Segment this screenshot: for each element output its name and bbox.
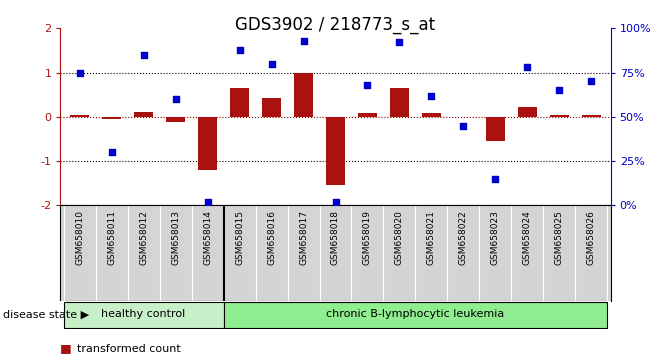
Bar: [223, 302, 607, 328]
Bar: [64, 302, 223, 328]
Point: [74, 70, 85, 75]
Point: [522, 64, 533, 70]
Text: GSM658022: GSM658022: [459, 210, 468, 265]
Point: [106, 149, 117, 155]
Bar: [70, 115, 89, 117]
Bar: [582, 115, 601, 117]
Text: disease state ▶: disease state ▶: [3, 309, 89, 320]
Bar: [422, 113, 441, 117]
Text: GSM658015: GSM658015: [235, 210, 244, 265]
Point: [330, 199, 341, 205]
Text: GSM658010: GSM658010: [75, 210, 84, 265]
Bar: [358, 113, 377, 117]
Point: [586, 79, 597, 84]
Text: GDS3902 / 218773_s_at: GDS3902 / 218773_s_at: [236, 16, 435, 34]
Point: [490, 176, 501, 182]
Point: [138, 52, 149, 58]
Bar: [262, 98, 281, 117]
Bar: [134, 113, 153, 117]
Text: GSM658012: GSM658012: [139, 210, 148, 265]
Point: [202, 199, 213, 205]
Text: transformed count: transformed count: [77, 344, 181, 354]
Bar: [230, 88, 249, 117]
Text: GSM658013: GSM658013: [171, 210, 180, 265]
Bar: [550, 115, 569, 117]
Bar: [518, 107, 537, 117]
Bar: [486, 117, 505, 141]
Point: [458, 123, 469, 129]
Text: GSM658021: GSM658021: [427, 210, 436, 265]
Bar: [102, 117, 121, 119]
Bar: [166, 117, 185, 122]
Text: GSM658018: GSM658018: [331, 210, 340, 265]
Text: GSM658014: GSM658014: [203, 210, 212, 265]
Text: GSM658019: GSM658019: [363, 210, 372, 265]
Bar: [198, 117, 217, 170]
Text: GSM658011: GSM658011: [107, 210, 116, 265]
Text: GSM658020: GSM658020: [395, 210, 404, 265]
Bar: [326, 117, 345, 185]
Point: [394, 40, 405, 45]
Text: GSM658016: GSM658016: [267, 210, 276, 265]
Text: chronic B-lymphocytic leukemia: chronic B-lymphocytic leukemia: [326, 309, 505, 320]
Point: [298, 38, 309, 44]
Bar: [294, 74, 313, 117]
Point: [554, 87, 565, 93]
Point: [266, 61, 277, 67]
Point: [362, 82, 373, 88]
Text: GSM658024: GSM658024: [523, 210, 532, 265]
Bar: [390, 88, 409, 117]
Point: [170, 96, 181, 102]
Text: GSM658023: GSM658023: [491, 210, 500, 265]
Text: ■: ■: [60, 342, 76, 354]
Point: [426, 93, 437, 98]
Text: GSM658025: GSM658025: [555, 210, 564, 265]
Text: GSM658026: GSM658026: [587, 210, 596, 265]
Text: GSM658017: GSM658017: [299, 210, 308, 265]
Text: healthy control: healthy control: [101, 309, 186, 320]
Point: [234, 47, 245, 52]
